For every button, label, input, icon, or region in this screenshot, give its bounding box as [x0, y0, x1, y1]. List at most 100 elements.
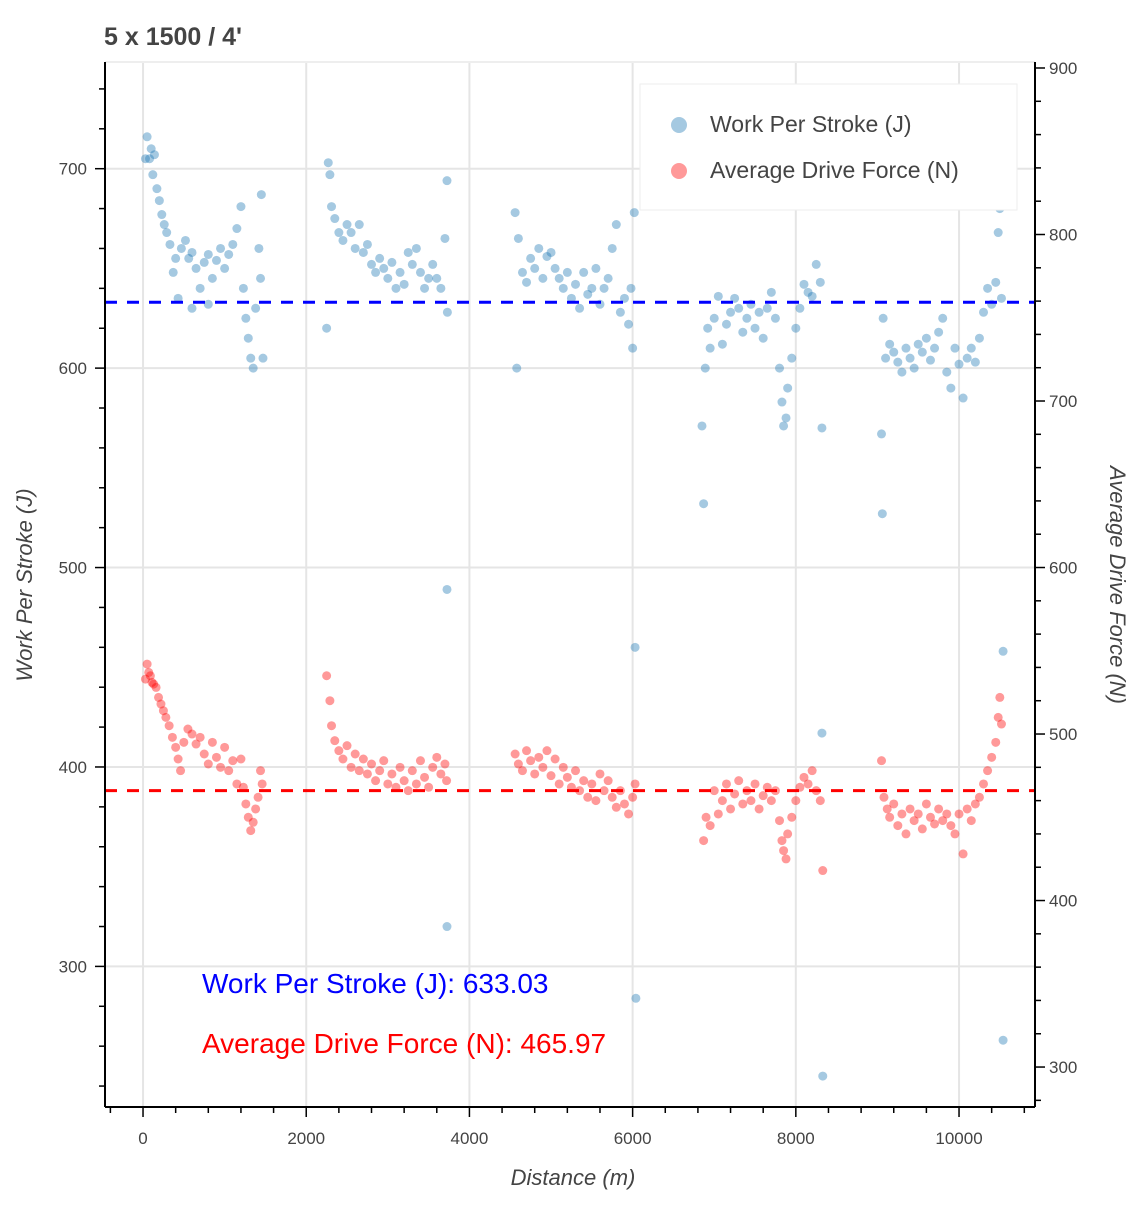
work-point — [558, 283, 568, 293]
work-point — [815, 277, 825, 287]
force-point — [996, 719, 1006, 729]
work-point — [779, 421, 789, 431]
force-point — [436, 769, 446, 779]
work-point — [726, 307, 736, 317]
work-point — [817, 423, 827, 433]
work-point — [323, 158, 333, 168]
force-point — [325, 696, 335, 706]
work-point — [807, 291, 817, 301]
force-point — [257, 779, 267, 789]
work-point — [730, 293, 740, 303]
force-point — [334, 746, 344, 756]
force-point — [962, 804, 972, 814]
work-point — [717, 339, 727, 349]
force-point — [399, 776, 409, 786]
work-point — [187, 247, 197, 257]
force-point — [530, 769, 540, 779]
work-point — [766, 287, 776, 297]
force-point — [375, 766, 385, 776]
force-point — [147, 677, 157, 687]
work-point — [630, 642, 640, 652]
force-point — [746, 796, 756, 806]
force-point — [199, 749, 209, 759]
work-point — [877, 509, 887, 519]
force-point — [145, 671, 155, 681]
force-point — [517, 766, 527, 776]
force-point — [791, 796, 801, 806]
y-right-tick-label: 700 — [1049, 392, 1077, 411]
work-point — [142, 132, 152, 142]
legend-marker-work — [671, 117, 687, 133]
work-point — [187, 303, 197, 313]
force-point — [327, 721, 337, 731]
work-point — [603, 273, 613, 283]
work-point — [513, 233, 523, 243]
force-point — [803, 779, 813, 789]
work-point — [550, 263, 560, 273]
force-point — [726, 804, 736, 814]
force-point — [526, 756, 536, 766]
work-point — [342, 220, 352, 230]
work-point — [350, 243, 360, 253]
work-point — [154, 196, 164, 206]
force-point — [807, 766, 817, 776]
work-point — [411, 243, 421, 253]
annotation-force-mean: Average Drive Force (N): 465.97 — [202, 1028, 606, 1059]
work-point — [395, 267, 405, 277]
work-point — [758, 333, 768, 343]
force-point — [140, 674, 150, 684]
force-point — [909, 816, 919, 826]
force-point — [595, 769, 605, 779]
x-tick-label: 8000 — [777, 1129, 815, 1148]
force-point — [917, 824, 927, 834]
force-point — [167, 732, 177, 742]
force-point — [183, 724, 193, 734]
legend-marker-force — [671, 163, 687, 179]
force-point — [879, 792, 889, 802]
y-left-tick-label: 500 — [59, 559, 87, 578]
x-tick-label: 10000 — [935, 1129, 982, 1148]
work-point — [791, 323, 801, 333]
force-point — [142, 659, 152, 669]
work-point — [909, 363, 919, 373]
work-point — [162, 228, 172, 238]
force-point — [554, 779, 564, 789]
work-point — [246, 353, 256, 363]
force-point — [538, 762, 548, 772]
force-point — [885, 812, 895, 822]
force-point — [925, 812, 935, 822]
work-point — [530, 263, 540, 273]
work-point — [346, 228, 356, 238]
force-point — [701, 812, 711, 822]
work-point — [330, 214, 340, 224]
force-point — [379, 756, 389, 766]
force-point — [161, 712, 171, 722]
force-point — [415, 756, 425, 766]
work-point — [709, 313, 719, 323]
work-point — [149, 150, 159, 160]
work-point — [795, 303, 805, 313]
work-point — [996, 293, 1006, 303]
work-point — [362, 239, 372, 249]
work-point — [893, 357, 903, 367]
force-point — [191, 739, 201, 749]
force-point — [350, 749, 360, 759]
work-point — [611, 220, 621, 230]
work-point — [241, 313, 251, 323]
force-point — [164, 721, 174, 731]
work-point — [770, 313, 780, 323]
work-point — [203, 249, 213, 259]
force-point — [734, 776, 744, 786]
x-tick-label: 0 — [138, 1129, 147, 1148]
work-point — [176, 243, 186, 253]
force-point — [224, 766, 234, 776]
force-point — [754, 804, 764, 814]
force-point — [342, 741, 352, 751]
work-point — [338, 235, 348, 245]
force-point — [779, 846, 789, 856]
force-point — [709, 786, 719, 796]
work-point — [754, 307, 764, 317]
work-point — [534, 243, 544, 253]
force-point — [777, 836, 787, 846]
